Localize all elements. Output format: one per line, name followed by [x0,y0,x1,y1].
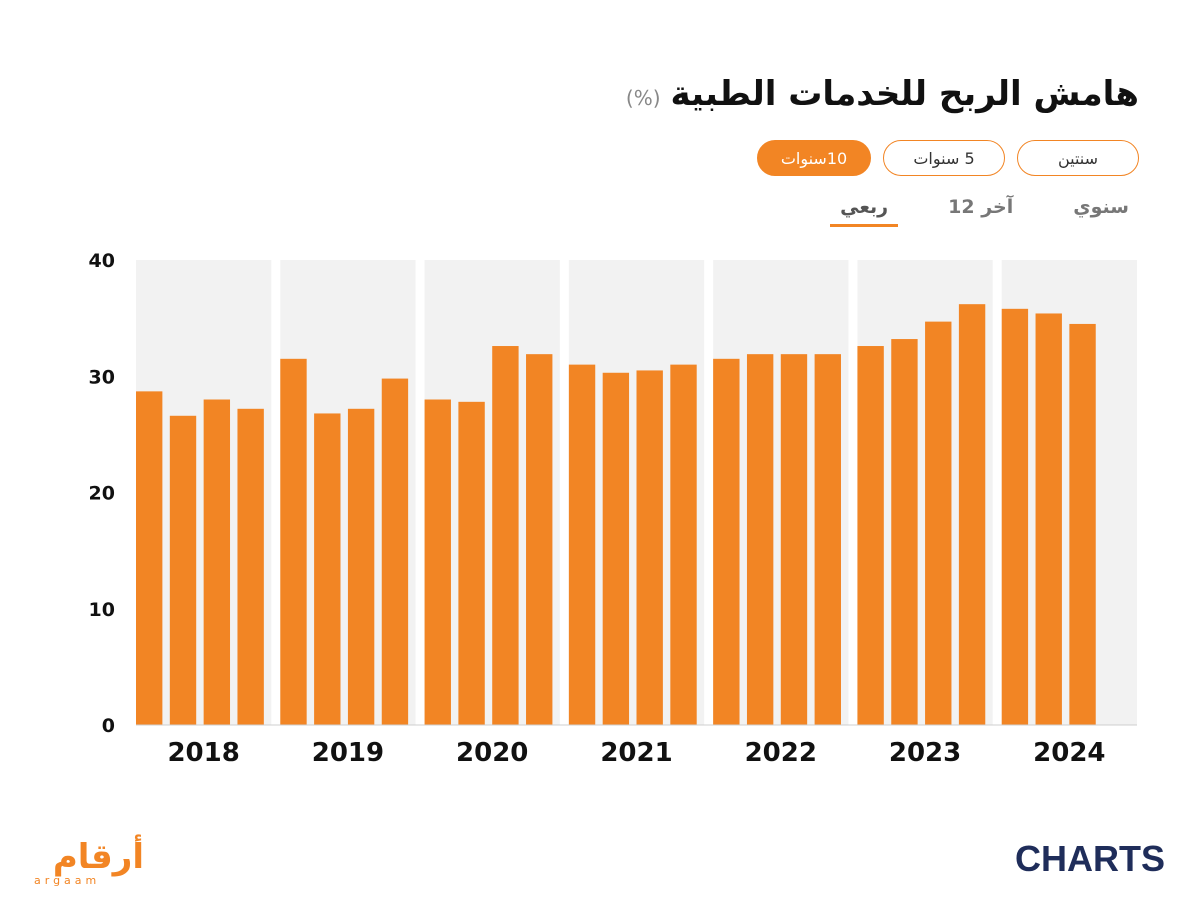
bar [568,364,596,725]
bar [857,346,884,725]
bar [1069,323,1096,725]
argaam-logo-latin: argaam [34,874,101,887]
x-tick-label: 2024 [1033,738,1105,768]
x-axis: 2018 2019 2020 2021 2022 2023 2024 [167,738,1105,768]
y-tick-label: 30 [89,366,115,388]
bar [169,415,197,725]
bar [347,408,375,725]
range-tabs: سنتين 5 سنوات 10سنوات [757,140,1139,176]
bar [780,354,808,725]
bar [814,354,841,725]
bar [1035,313,1062,725]
frequency-tabs: سنوي آخر 12 ربعي [830,196,1139,227]
freq-tab-annual[interactable]: سنوي [1073,196,1129,218]
bar [492,346,519,725]
argaam-logo-arabic: أرقام [52,837,144,877]
bar [136,391,163,725]
y-tick-label: 40 [89,250,115,272]
bar [203,399,231,725]
bar [458,401,485,725]
x-tick-label: 2018 [167,738,239,768]
bar [746,354,774,725]
bar [280,358,307,725]
y-tick-label: 10 [89,599,115,621]
y-tick-label: 0 [102,715,115,737]
bar [891,339,918,725]
bar [670,364,697,725]
bar [1001,308,1029,725]
bars [136,304,1137,726]
x-tick-label: 2020 [456,738,528,768]
bar [713,358,740,725]
bar [925,321,952,725]
bar [958,304,986,725]
x-tick-label: 2023 [889,738,961,768]
bar-chart: 0 10 20 30 40 2018 2019 2020 2021 2022 2023 2024 [89,250,1137,768]
freq-tab-ttm[interactable]: آخر 12 [948,196,1014,218]
chart-title: هامش الربح للخدمات الطبية [670,74,1140,114]
charts-logo: CHARTS [1015,838,1165,879]
bar [314,413,341,725]
x-tick-label: 2022 [745,738,817,768]
freq-tab-quarterly[interactable]: ربعي [830,196,899,227]
bar [636,370,663,725]
x-tick-label: 2021 [600,738,672,768]
range-tab-10y[interactable]: 10سنوات [757,140,871,176]
bar [237,408,264,725]
bar [424,399,451,725]
y-axis: 0 10 20 30 40 [89,250,115,737]
y-tick-label: 20 [89,483,115,505]
x-tick-label: 2019 [312,738,384,768]
argaam-logo: أرقام argaam [34,838,144,888]
range-tab-5y[interactable]: 5 سنوات [883,140,1005,176]
bar [602,372,630,725]
chart-header: هامش الربح للخدمات الطبية (%) [626,74,1139,114]
chart-unit: (%) [625,86,661,110]
bar [381,378,409,725]
range-tab-2y[interactable]: سنتين [1017,140,1139,176]
bar [526,354,553,725]
